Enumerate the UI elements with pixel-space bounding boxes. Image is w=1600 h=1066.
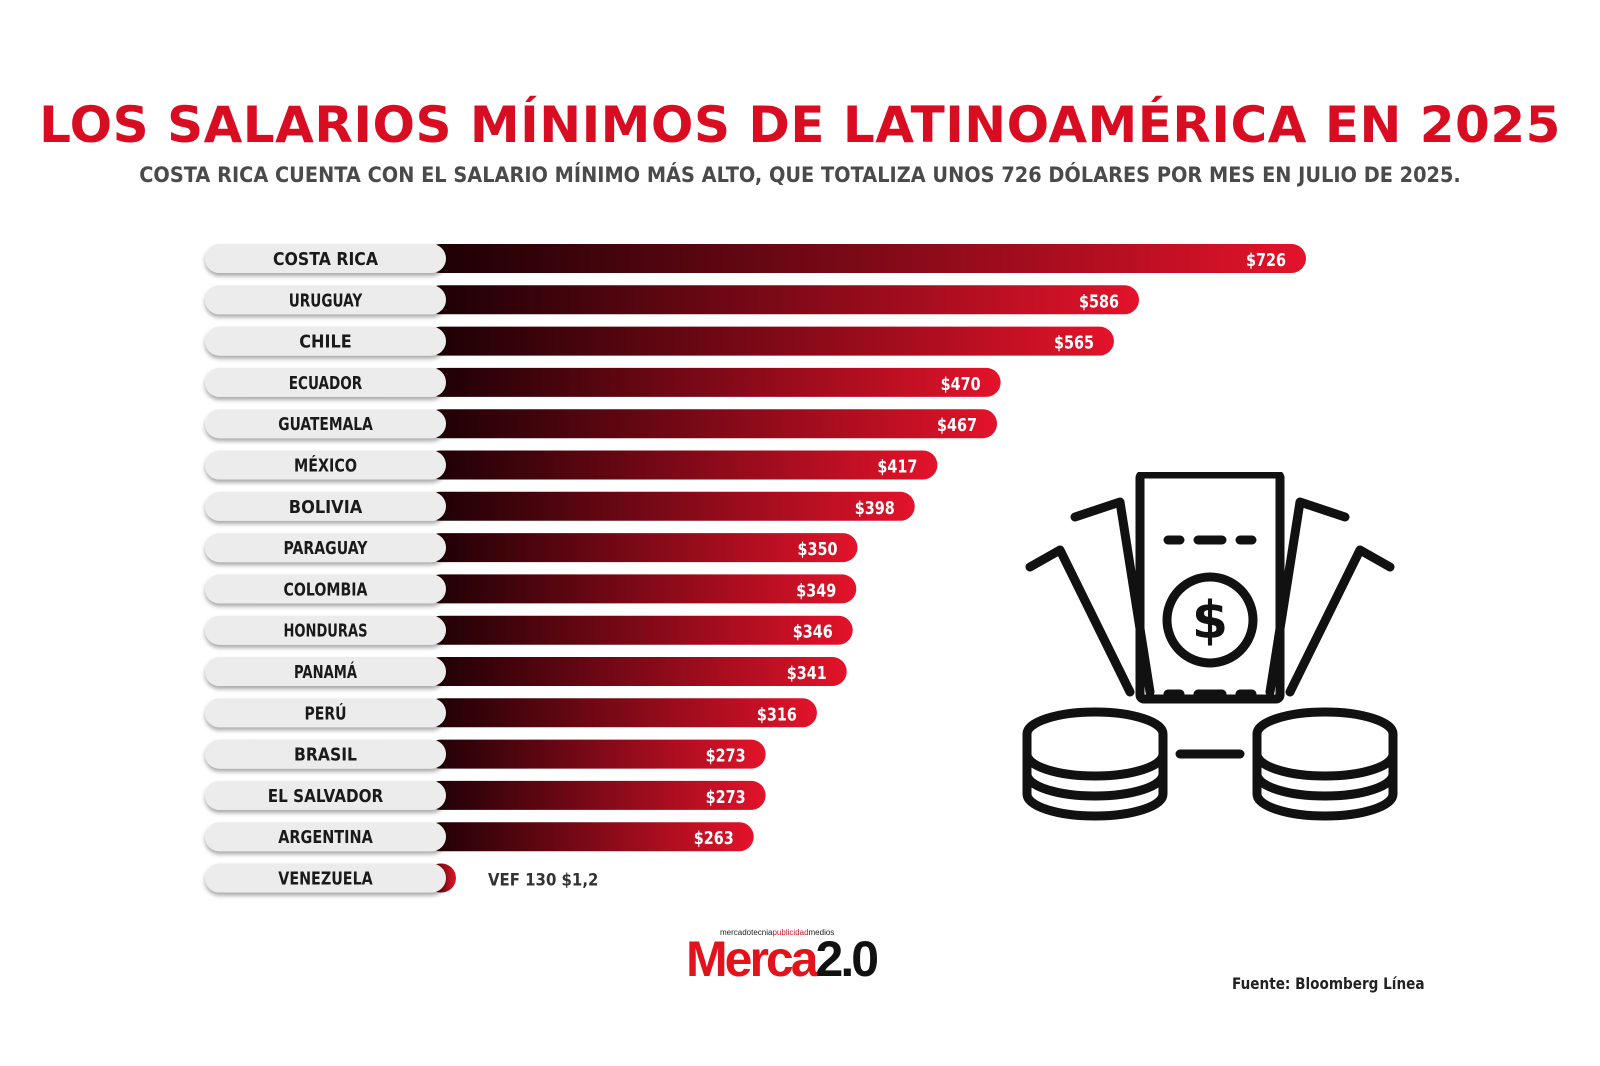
chart-title: LOS SALARIOS MÍNIMOS DE LATINOAMÉRICA EN… [39, 96, 1561, 154]
category-pill [205, 739, 446, 769]
value-label: $273 [706, 787, 746, 808]
category-pill [205, 780, 446, 810]
bar-brasil [426, 739, 766, 769]
logo-wordmark: Merca2.0 [686, 931, 879, 987]
source-note: Fuente: Bloomberg Línea [1232, 974, 1425, 993]
category-pill [205, 244, 446, 273]
category-pill [205, 533, 446, 563]
value-label: $273 [706, 746, 746, 767]
category-label: CHILE [299, 332, 352, 353]
bar-costa-rica [426, 244, 1306, 273]
category-pill [205, 822, 446, 852]
bar-chile [426, 326, 1114, 356]
value-label: $565 [1054, 333, 1094, 354]
value-label: $417 [877, 457, 917, 478]
merca20-logo: mercadotecniapublicidadmedios Merca2.0 [686, 928, 926, 988]
category-label: COSTA RICA [273, 249, 378, 270]
bar-panamá [426, 657, 847, 686]
category-pill [205, 574, 446, 604]
category-label: URUGUAY [289, 290, 363, 311]
category-pill [205, 409, 446, 439]
bar-ecuador [426, 367, 1001, 397]
bar-el-salvador [426, 780, 766, 810]
value-label: $398 [855, 498, 895, 519]
category-pill [205, 698, 446, 728]
category-label: ECUADOR [289, 373, 363, 394]
category-pill [205, 285, 446, 315]
category-label: VENEZUELA [278, 869, 373, 890]
category-pill [205, 367, 446, 397]
bar-honduras [426, 615, 853, 645]
logo-tagline: mercadotecniapublicidadmedios [720, 928, 835, 937]
bar-guatemala [426, 409, 998, 439]
chart-subtitle: COSTA RICA CUENTA CON EL SALARIO MÍNIMO … [139, 163, 1461, 187]
category-label: EL SALVADOR [268, 786, 384, 807]
category-pill [205, 657, 446, 686]
value-label: VEF 130 $1,2 [488, 871, 598, 891]
bar-colombia [426, 574, 857, 604]
category-label: PARAGUAY [284, 538, 369, 559]
category-pill [205, 450, 446, 480]
category-pill [205, 326, 446, 356]
value-label: $467 [937, 415, 977, 436]
category-pill [205, 491, 446, 521]
value-label: $263 [694, 828, 734, 849]
value-label: $349 [796, 580, 836, 601]
money-cash-coins-icon: $ [1022, 472, 1398, 821]
category-label: BOLIVIA [289, 497, 363, 518]
svg-text:$: $ [1192, 591, 1228, 651]
bar-perú [426, 698, 817, 728]
category-label: PERÚ [305, 702, 347, 724]
category-pill [205, 615, 446, 645]
category-label: BRASIL [294, 745, 357, 766]
bar-bolivia [426, 491, 915, 521]
bar-paraguay [426, 533, 858, 563]
category-pill [205, 863, 446, 893]
value-label: $470 [941, 374, 981, 395]
bar-méxico [426, 450, 938, 480]
category-label: GUATEMALA [278, 414, 373, 435]
value-label: $350 [797, 539, 837, 560]
category-label: MÉXICO [294, 455, 357, 477]
category-label: PANAMÁ [294, 661, 357, 683]
category-label: COLOMBIA [284, 579, 368, 600]
bar-uruguay [426, 285, 1140, 315]
category-label: ARGENTINA [278, 827, 373, 848]
bar-argentina [426, 822, 754, 852]
category-label: HONDURAS [284, 621, 368, 642]
value-label: $341 [787, 663, 827, 684]
value-label: $346 [793, 622, 833, 643]
value-label: $316 [757, 704, 797, 725]
value-label: $726 [1246, 250, 1286, 271]
value-label: $586 [1079, 291, 1119, 312]
